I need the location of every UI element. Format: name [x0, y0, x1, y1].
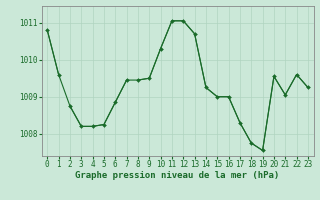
X-axis label: Graphe pression niveau de la mer (hPa): Graphe pression niveau de la mer (hPa)	[76, 171, 280, 180]
